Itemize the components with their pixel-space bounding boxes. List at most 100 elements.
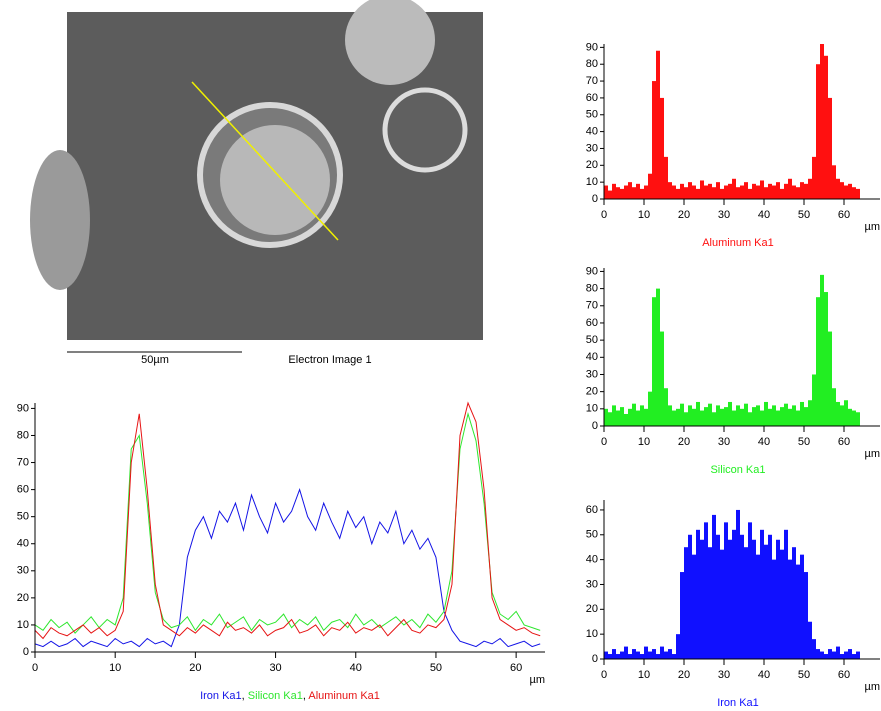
bar: [636, 183, 640, 199]
bar: [732, 529, 736, 659]
legend-separator: ,: [303, 690, 309, 702]
x-unit: µm: [864, 221, 880, 233]
bar: [852, 410, 856, 426]
bar: [608, 654, 612, 659]
bar: [624, 413, 628, 426]
y-tick-label: 60: [586, 317, 598, 329]
bar: [652, 297, 656, 426]
legend-separator: ,: [242, 690, 248, 702]
bar: [832, 651, 836, 659]
bar: [616, 187, 620, 199]
bar: [644, 646, 648, 659]
x-tick-label: 40: [350, 662, 362, 674]
y-tick-label: 10: [586, 403, 598, 415]
bar: [844, 185, 848, 199]
bar: [604, 408, 608, 426]
bar: [812, 156, 816, 199]
bar: [624, 185, 628, 199]
bar: [708, 403, 712, 426]
bar: [752, 407, 756, 426]
bar: [772, 559, 776, 659]
bar: [696, 188, 700, 199]
legend-entry: Silicon Ka1: [248, 690, 303, 702]
bar: [744, 182, 748, 199]
bar: [856, 651, 860, 659]
bar: [628, 408, 632, 426]
bar: [840, 405, 844, 426]
y-tick-label: 30: [586, 368, 598, 380]
bar: [688, 182, 692, 199]
y-tick-label: 50: [586, 109, 598, 121]
bar: [680, 403, 684, 426]
bar: [724, 185, 728, 199]
y-tick-label: 50: [17, 511, 29, 523]
y-tick-label: 0: [592, 653, 598, 665]
bar: [756, 185, 760, 199]
bar: [716, 534, 720, 659]
bar: [724, 407, 728, 426]
bar: [660, 97, 664, 199]
bar: [732, 410, 736, 426]
bar: [640, 405, 644, 426]
bar: [676, 188, 680, 199]
bar: [788, 559, 792, 659]
bar: [624, 646, 628, 659]
x-tick-label: 60: [838, 669, 850, 681]
bar: [692, 554, 696, 659]
bar: [644, 408, 648, 426]
bar: [784, 529, 788, 659]
bar: [836, 178, 840, 199]
y-tick-label: 60: [17, 484, 29, 496]
bar: [684, 187, 688, 199]
bar: [652, 649, 656, 659]
y-tick-label: 50: [586, 529, 598, 541]
x-tick-label: 40: [758, 209, 770, 221]
bar: [740, 534, 744, 659]
bar: [800, 554, 804, 659]
bar: [704, 522, 708, 659]
bar: [828, 331, 832, 426]
bar: [828, 649, 832, 659]
bar: [660, 646, 664, 659]
x-tick-label: 30: [718, 209, 730, 221]
bar: [740, 185, 744, 199]
bar: [676, 634, 680, 659]
y-tick-label: 60: [586, 92, 598, 104]
y-tick-label: 20: [17, 592, 29, 604]
bar: [736, 405, 740, 426]
bar: [656, 288, 660, 426]
y-tick-label: 40: [586, 351, 598, 363]
bar: [768, 534, 772, 659]
bar: [788, 178, 792, 199]
y-tick-label: 70: [586, 75, 598, 87]
bar: [640, 188, 644, 199]
bar: [700, 410, 704, 426]
bar: [776, 539, 780, 659]
x-tick-label: 50: [430, 662, 442, 674]
bar: [708, 183, 712, 199]
y-tick-label: 70: [586, 300, 598, 312]
bar: [816, 649, 820, 659]
bar: [788, 408, 792, 426]
bar: [716, 182, 720, 199]
x-tick-label: 60: [838, 436, 850, 448]
bar: [752, 183, 756, 199]
bar: [688, 405, 692, 426]
y-tick-label: 60: [586, 504, 598, 516]
x-unit: µm: [529, 674, 545, 686]
bar: [776, 182, 780, 199]
bar: [732, 178, 736, 199]
bar: [632, 187, 636, 199]
bar: [748, 412, 752, 426]
series-label: Aluminum Ka1: [702, 237, 774, 249]
bar: [724, 522, 728, 659]
bar: [812, 374, 816, 426]
bar: [792, 185, 796, 199]
y-tick-label: 0: [23, 646, 29, 658]
bar: [828, 97, 832, 199]
bar: [780, 549, 784, 659]
bar: [848, 649, 852, 659]
series-label: Iron Ka1: [717, 697, 759, 706]
bar: [856, 412, 860, 426]
y-tick-label: 10: [17, 619, 29, 631]
